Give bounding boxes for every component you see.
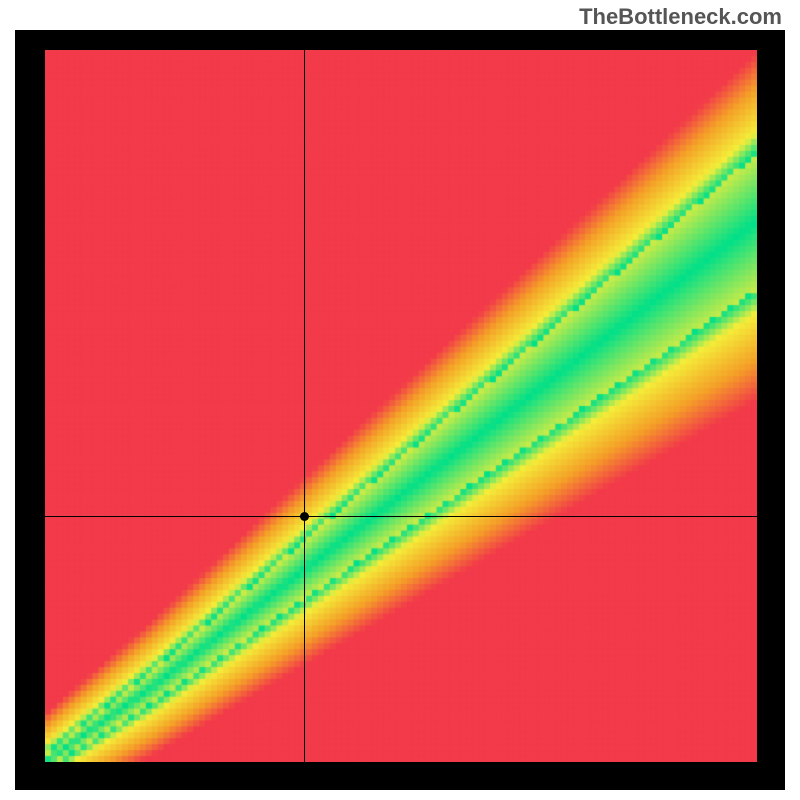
crosshair-vertical [304, 50, 305, 762]
bottleneck-heatmap [45, 50, 757, 762]
chart-container [15, 30, 785, 790]
crosshair-horizontal [45, 516, 757, 517]
watermark-text: TheBottleneck.com [579, 4, 782, 30]
